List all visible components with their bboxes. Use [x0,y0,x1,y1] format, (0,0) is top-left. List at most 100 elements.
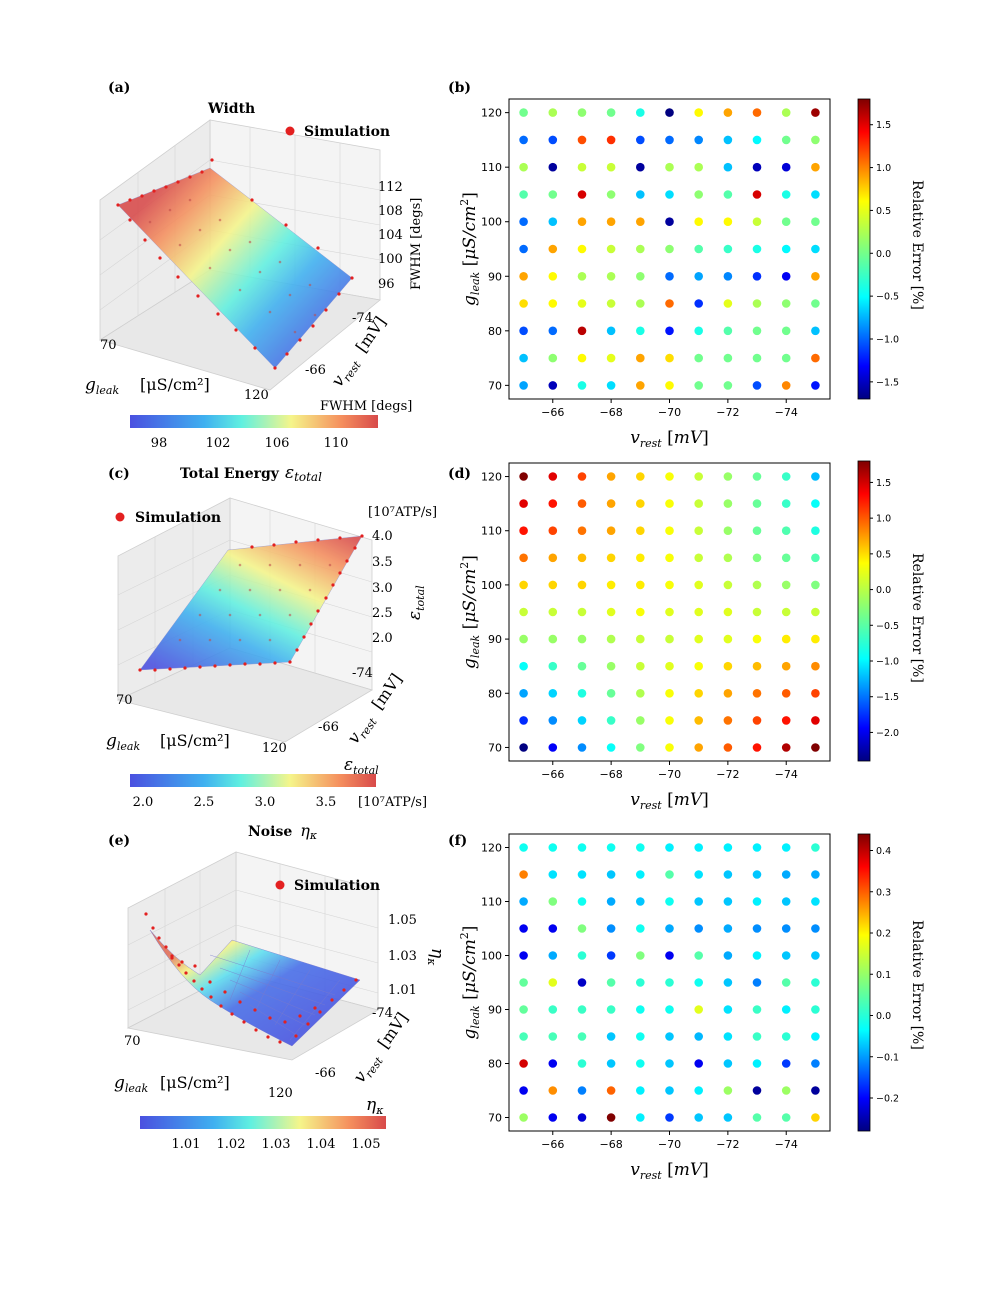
panel-b-data-point [548,217,558,226]
panel-b-data-point [636,272,645,281]
panel-e-title-sub: κ [309,829,318,842]
panel-f-data-point [781,1005,791,1014]
panel-a-legend-label: Simulation [304,124,390,140]
svg-text:gleak: gleak [114,1073,148,1095]
panel-f-data-point [723,1032,733,1041]
panel-d-data-point [577,716,587,725]
panel-f-data-point [606,978,616,987]
panel-d-data-point [606,607,616,617]
panel-c-ztick: 2.5 [372,606,393,621]
panel-b-data-point [723,244,733,254]
panel-d-data-point [665,472,674,481]
panel-d-data-point [694,634,703,644]
panel-f-data-point [548,843,558,852]
panel-f-data-point [519,1059,528,1068]
panel-c-ylabel-unit: [mV] [368,670,406,713]
panel-b-data-point [606,190,616,199]
panel-a-ztick: 96 [378,277,395,292]
panel-d-data-point [606,580,616,590]
panel-f-data-point [723,1086,733,1095]
panel-d-data-point [636,716,645,725]
panel-d-data-point [781,607,791,617]
panel-d-data-point [548,607,558,617]
panel-d-data-point [606,499,616,508]
panel-d-data-point [811,661,820,671]
panel-b-data-point [752,217,762,226]
panel-f-data-point [665,951,674,960]
panel-a-label: (a) [108,80,130,96]
panel-d-data-point [781,472,791,481]
panel-d-data-point [636,634,645,644]
panel-d-data-point [781,553,791,563]
panel-b-data-point [519,135,528,145]
panel-f-colorbar [857,833,871,1132]
panel-b-data-point [665,272,674,281]
panel-b-data-point [781,381,791,390]
panel-c-cbar-tick: 2.0 [133,795,154,810]
panel-b-data-point [665,381,674,390]
panel-f-data-point [723,1113,733,1122]
panel-e-zlabel: ηκ [425,948,447,966]
panel-d-data-point [577,499,587,508]
panel-f-data-point [519,897,528,906]
panel-f-data-point [752,951,762,960]
panel-c-xlabel-unit: [μS/cm²] [160,731,230,750]
panel-f-data-point [665,1032,674,1041]
panel-f-data-point [665,897,674,906]
panel-d-ytick-label: 110 [481,525,502,538]
panel-b-data-point [723,272,733,281]
panel-f-data-point [577,843,587,852]
panel-d-xtick-label: −72 [716,768,739,781]
panel-f-data-point [606,1086,616,1095]
panel-f-data-point [752,843,762,852]
panel-d-colorbar-tick-label: −1.0 [876,657,899,668]
panel-f-data-point [606,1005,616,1014]
panel-b-xtick-label: −72 [716,406,739,419]
panel-b-data-point [548,381,558,390]
panel-d-data-point [694,472,703,481]
panel-b-data-point [577,353,587,363]
panel-f-data-point [577,1086,587,1095]
panel-b-data-point [636,353,645,363]
panel-f-data-point [694,870,703,879]
panel-d-colorbar-tick-label: 0.5 [876,549,891,560]
panel-f-data-point [694,924,703,933]
panel-d-cbar-label: Relative Error [%] [909,553,925,683]
panel-d-ytick-label: 90 [488,633,502,646]
panel-b-data-point [752,326,762,336]
svg-text:gleak: gleak [106,731,140,753]
panel-f-colorbar-tick-label: 0.3 [876,887,891,898]
panel-f-data-point [694,951,703,960]
panel-b-data-point [723,190,733,199]
panel-f-data-point [811,1113,820,1122]
panel-b-data-point [811,135,820,145]
panel-c-sim-points [138,534,364,672]
panel-d-data-point [548,743,558,752]
panel-f-data-point [811,978,820,987]
panel-c-title: Total Energy [180,466,280,482]
panel-f: (f) Relative Error [%] −66 −68 −70 −72 −74 70… [448,833,925,1182]
panel-f-data-point [548,1113,558,1122]
panel-b-data-point [665,217,674,226]
panel-e-ztick: 1.05 [388,913,417,928]
panel-a-xlabel-unit: [μS/cm²] [140,375,210,394]
panel-c-zunit: [10⁷ATP/s] [368,505,437,520]
panel-d-data-point [548,580,558,590]
panel-e-cbar-title: ηκ [366,1095,384,1117]
panel-e-ztick: 1.01 [388,983,417,998]
panel-f-data-point [811,1086,820,1095]
panel-d-data-point [519,499,528,508]
panel-d-data-point [723,743,733,752]
panel-b-data-point [519,299,528,308]
panel-c-legend-marker [115,512,125,522]
svg-text:vrest: vrest [344,710,380,749]
panel-e-legend-marker [275,880,285,890]
panel-b-data-point [577,299,587,308]
panel-d-data-point [548,661,558,671]
panel-d-data-point [636,580,645,590]
panel-d-data-point [548,689,558,698]
panel-f-data-point [548,1059,558,1068]
panel-f-data-point [752,870,762,879]
panel-f-data-point [606,951,616,960]
panel-a-cbar-title: FWHM [degs] [320,399,412,414]
